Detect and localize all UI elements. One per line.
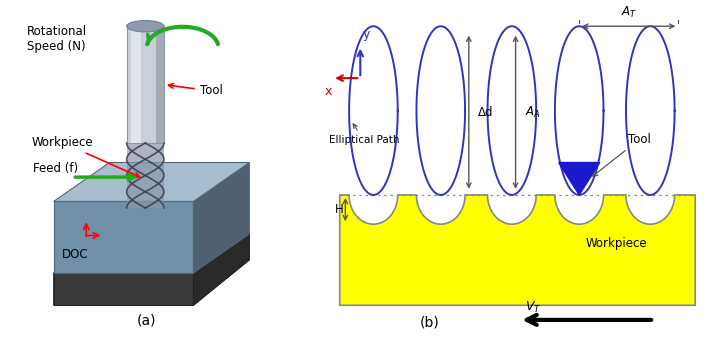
Text: (b): (b) [419, 316, 439, 330]
Text: x: x [325, 84, 333, 98]
Polygon shape [193, 163, 249, 273]
Polygon shape [54, 234, 249, 305]
Polygon shape [131, 26, 140, 143]
Text: DOC: DOC [61, 248, 88, 261]
Polygon shape [193, 234, 249, 305]
Text: Workpiece: Workpiece [32, 136, 140, 177]
Text: Δd: Δd [478, 106, 493, 119]
Text: (a): (a) [137, 314, 157, 328]
Text: Feed (f): Feed (f) [32, 162, 78, 174]
Text: y: y [362, 28, 370, 41]
Text: $A_A$: $A_A$ [525, 105, 541, 120]
Polygon shape [340, 195, 695, 305]
Text: Tool: Tool [593, 133, 651, 176]
Text: $A_T$: $A_T$ [621, 5, 637, 20]
Polygon shape [54, 273, 193, 305]
Text: Elliptical Path: Elliptical Path [328, 124, 399, 145]
Polygon shape [126, 143, 164, 208]
Ellipse shape [126, 21, 164, 32]
Text: Workpiece: Workpiece [586, 237, 647, 250]
Text: H: H [335, 203, 343, 216]
Polygon shape [54, 163, 249, 201]
Text: Rotational
Speed (N): Rotational Speed (N) [27, 25, 87, 53]
Polygon shape [54, 201, 193, 273]
Polygon shape [126, 26, 164, 143]
Text: Tool: Tool [169, 83, 222, 97]
Text: $V_T$: $V_T$ [525, 300, 542, 315]
Polygon shape [558, 163, 600, 195]
Polygon shape [156, 26, 164, 143]
